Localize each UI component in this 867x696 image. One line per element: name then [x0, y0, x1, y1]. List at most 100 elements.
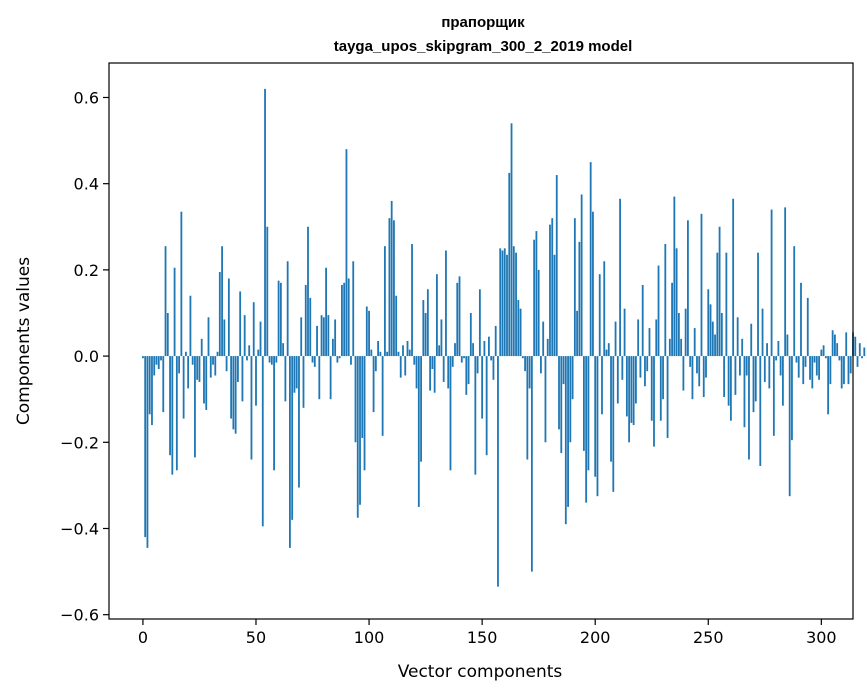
- bar: [429, 356, 432, 391]
- bar: [309, 297, 312, 357]
- y-tick-label: −0.6: [60, 606, 99, 625]
- bar: [573, 218, 576, 357]
- bar: [268, 356, 271, 363]
- bar: [761, 308, 764, 357]
- bar: [653, 356, 655, 447]
- bar: [648, 328, 651, 357]
- bar: [788, 356, 791, 497]
- x-tick-label: 0: [138, 628, 148, 647]
- bar: [257, 349, 260, 357]
- bar: [221, 246, 223, 357]
- x-tick-label: 50: [246, 628, 266, 647]
- bar: [720, 312, 723, 357]
- bar: [469, 312, 472, 357]
- bar: [497, 356, 499, 587]
- bar: [440, 319, 443, 357]
- bar: [784, 207, 787, 357]
- bar: [379, 351, 382, 357]
- bar: [619, 198, 621, 357]
- bar: [198, 356, 201, 382]
- bar: [350, 356, 352, 365]
- bar: [524, 356, 526, 372]
- bar: [331, 338, 334, 357]
- bar: [390, 200, 393, 357]
- bar: [182, 356, 185, 419]
- bar: [693, 328, 696, 357]
- bar: [368, 310, 370, 357]
- bar: [406, 341, 409, 357]
- bar: [153, 356, 156, 376]
- bar: [616, 356, 619, 404]
- bar: [856, 356, 859, 367]
- bar: [347, 278, 350, 357]
- bar: [734, 356, 737, 395]
- bar: [582, 356, 585, 451]
- bar: [607, 343, 610, 357]
- bar: [155, 356, 158, 365]
- bar: [277, 280, 280, 357]
- bar: [510, 123, 513, 357]
- bar: [696, 356, 698, 374]
- bar: [393, 220, 395, 357]
- bar: [668, 338, 671, 357]
- bar: [858, 343, 861, 357]
- bar: [519, 308, 522, 357]
- bar: [748, 356, 750, 460]
- bar: [750, 323, 753, 357]
- bar: [621, 356, 624, 380]
- bar: [399, 356, 402, 378]
- bar: [763, 356, 766, 382]
- bar: [589, 162, 592, 357]
- bar: [494, 325, 497, 357]
- bar: [334, 319, 337, 357]
- bar: [804, 356, 807, 367]
- bar: [248, 345, 251, 357]
- bar: [662, 356, 664, 400]
- x-tick-label: 200: [580, 628, 611, 647]
- bar: [191, 356, 194, 365]
- bar: [261, 356, 264, 527]
- plot-frame: [108, 62, 854, 620]
- bar: [465, 356, 468, 395]
- bar: [580, 194, 583, 357]
- bar: [517, 300, 520, 357]
- bar: [639, 356, 642, 378]
- bar: [775, 356, 778, 361]
- bar: [160, 356, 162, 361]
- bar: [424, 312, 427, 357]
- bar: [818, 356, 820, 380]
- bar: [225, 356, 228, 372]
- chart-title-line1: прапорщик: [441, 14, 525, 31]
- bar: [458, 276, 461, 357]
- bar: [567, 356, 569, 507]
- bar: [250, 356, 253, 460]
- bar: [687, 220, 689, 357]
- bar: [754, 356, 757, 402]
- bar: [377, 341, 380, 357]
- bar: [151, 356, 153, 426]
- bar: [354, 356, 357, 443]
- bar: [194, 356, 196, 458]
- bar: [863, 347, 866, 357]
- bar: [420, 356, 422, 462]
- bar: [822, 345, 825, 357]
- bar: [861, 356, 863, 359]
- bar: [246, 356, 248, 361]
- y-axis: −0.6 −0.4 −0.2 0.0 0.2 0.4 0.6: [60, 88, 109, 625]
- bar: [298, 356, 300, 488]
- bar: [562, 356, 565, 385]
- bar: [716, 252, 719, 357]
- bar: [142, 356, 144, 359]
- bar: [361, 356, 364, 438]
- bar: [316, 325, 318, 357]
- y-tick-label: 0.2: [74, 261, 99, 280]
- bar: [218, 272, 221, 357]
- bar: [404, 356, 407, 376]
- bar: [196, 356, 199, 380]
- bar: [388, 218, 391, 357]
- bar: [481, 356, 484, 419]
- bar: [203, 356, 205, 404]
- x-axis-label: Vector components: [398, 662, 563, 682]
- bar: [707, 289, 710, 357]
